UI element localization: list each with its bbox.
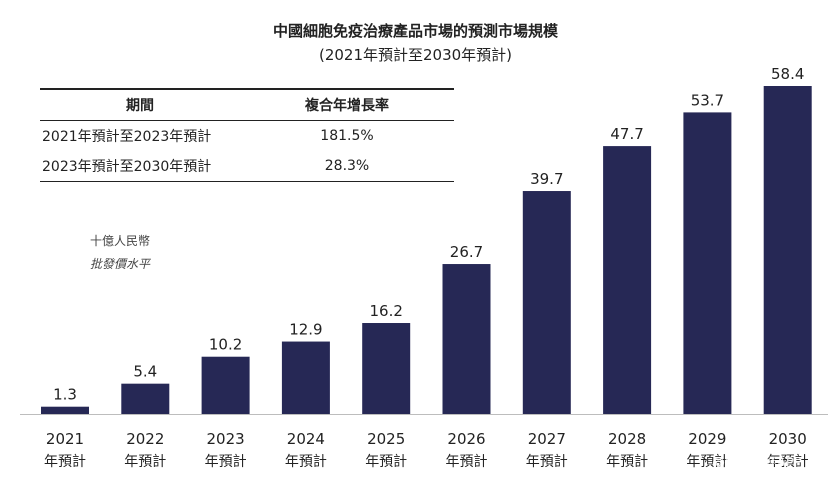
data-label: 10.2 — [209, 336, 242, 354]
x-tick-sublabel: 年預計 — [606, 454, 648, 470]
data-label: 53.7 — [691, 91, 724, 109]
x-tick-sublabel: 年預計 — [526, 454, 568, 470]
cagr-rate-cell: 28.3% — [324, 158, 370, 174]
x-tick-sublabel: 年預計 — [205, 454, 247, 470]
x-tick-label: 2024 — [287, 430, 325, 448]
x-tick-sublabel: 年預計 — [44, 454, 86, 470]
x-tick-label: 2027 — [528, 430, 566, 448]
data-label: 5.4 — [133, 363, 157, 381]
cagr-header-period: 期間 — [126, 98, 154, 114]
x-tick-label: 2021 — [46, 430, 84, 448]
data-label: 39.7 — [530, 170, 563, 188]
data-label: 47.7 — [610, 125, 643, 143]
x-tick-sublabel: 年預計 — [365, 454, 407, 470]
cagr-table: 期間 複合年增長率 2021年預計至2023年預計 181.5% 2023年預計… — [40, 88, 454, 182]
x-tick-sublabel: 年預計 — [285, 454, 327, 470]
cagr-rate-cell: 181.5% — [320, 128, 374, 144]
bar — [281, 341, 330, 414]
unit-label: 十億人民幣 — [89, 234, 150, 248]
x-tick-label: 2025 — [367, 430, 405, 448]
cagr-period-cell: 2021年預計至2023年預計 — [42, 129, 212, 145]
cagr-row: 2023年預計至2030年預計 28.3% — [40, 151, 454, 182]
cagr-header-row: 期間 複合年增長率 — [40, 89, 454, 121]
bar — [442, 264, 491, 414]
x-tick-label: 2022 — [126, 430, 164, 448]
data-label: 16.2 — [369, 302, 402, 320]
chart-subtitle: (2021年預計至2030年預計) — [318, 46, 513, 64]
bar — [522, 191, 571, 414]
bar — [683, 112, 732, 414]
x-tick-sublabel: 年預計 — [124, 454, 166, 470]
x-tick-label: 2029 — [688, 430, 726, 448]
x-tick-label: 2026 — [447, 430, 485, 448]
cagr-header-rate: 複合年增長率 — [305, 98, 389, 114]
data-label: 12.9 — [289, 321, 322, 339]
bar — [603, 146, 652, 414]
x-tick-label: 2028 — [608, 430, 646, 448]
watermark: @智通财经APP — [712, 456, 802, 471]
data-label: 58.4 — [771, 65, 804, 83]
data-label: 1.3 — [53, 386, 77, 404]
bar — [201, 356, 250, 414]
bar — [121, 383, 170, 414]
bar — [362, 323, 411, 414]
unit-sublabel: 批發價水平 — [89, 257, 150, 271]
cagr-period-cell: 2023年預計至2030年預計 — [42, 159, 212, 175]
x-tick-sublabel: 年預計 — [686, 454, 728, 470]
x-tick-label: 2023 — [207, 430, 245, 448]
cagr-row: 2021年預計至2023年預計 181.5% — [40, 121, 454, 152]
x-tick-sublabel: 年預計 — [446, 454, 488, 470]
x-tick-sublabel: 年預計 — [767, 454, 809, 470]
x-tick-label: 2030 — [769, 430, 807, 448]
bar — [41, 406, 89, 414]
bar — [763, 86, 812, 414]
data-label: 26.7 — [450, 243, 483, 261]
chart-title: 中國細胞免疫治療產品市場的預測市場規模 — [272, 22, 558, 40]
